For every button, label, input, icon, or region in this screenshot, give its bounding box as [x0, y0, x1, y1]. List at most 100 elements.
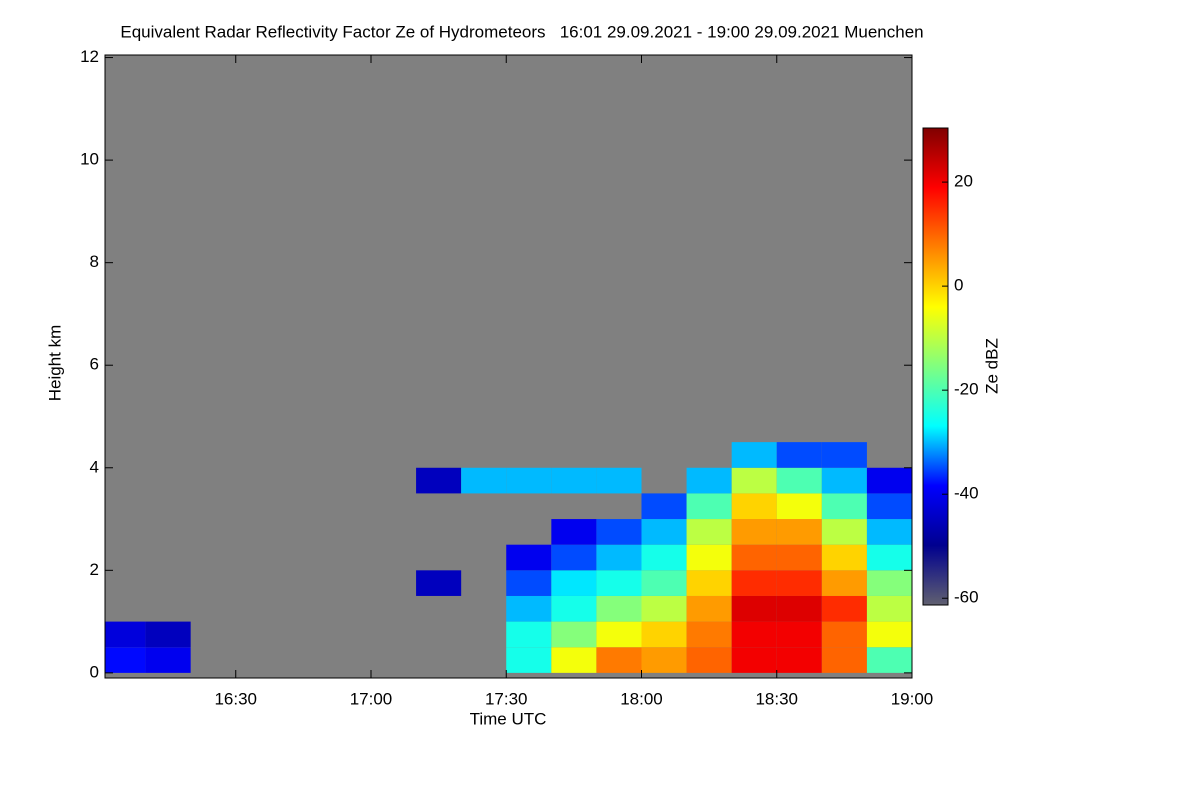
colorbar-tick-label: -40 — [954, 484, 979, 503]
heatmap-cell — [551, 570, 597, 596]
heatmap-cell — [776, 595, 822, 622]
x-tick-label: 18:00 — [620, 689, 663, 708]
heatmap-cell — [145, 621, 191, 648]
heatmap-cell — [416, 467, 462, 494]
heatmap-cell — [551, 467, 597, 494]
heatmap-cell — [821, 519, 867, 545]
heatmap-cell — [596, 595, 642, 622]
heatmap-cell — [686, 467, 732, 494]
heatmap-cell — [776, 544, 822, 571]
heatmap-cell — [731, 621, 777, 648]
heatmap-cell — [731, 647, 777, 673]
y-axis-label: Height km — [45, 325, 64, 402]
heatmap-cell — [866, 544, 912, 571]
heatmap-cell — [776, 570, 822, 596]
x-tick-label: 17:00 — [350, 689, 393, 708]
y-tick-label: 8 — [90, 252, 99, 271]
heatmap-cell — [641, 493, 687, 520]
heatmap-cell — [731, 544, 777, 571]
heatmap-cell — [506, 621, 552, 648]
heatmap-cell — [551, 647, 597, 673]
heatmap-cell — [776, 621, 822, 648]
heatmap-cell — [821, 493, 867, 520]
y-tick-label: 10 — [80, 150, 99, 169]
heatmap-cell — [776, 647, 822, 673]
y-tick-label: 0 — [90, 662, 99, 681]
heatmap-cell — [686, 519, 732, 545]
heatmap-cell — [776, 493, 822, 520]
heatmap-cell — [686, 570, 732, 596]
heatmap-cell — [461, 467, 507, 494]
heatmap-cell — [821, 467, 867, 494]
x-tick-label: 16:30 — [214, 689, 257, 708]
heatmap-cell — [596, 544, 642, 571]
x-tick-label: 18:30 — [755, 689, 798, 708]
heatmap-cell — [596, 467, 642, 494]
y-tick-label: 2 — [90, 560, 99, 579]
colorbar — [922, 127, 949, 606]
heatmap-cell — [551, 519, 597, 545]
heatmap-cell — [506, 647, 552, 673]
heatmap-cell — [686, 544, 732, 571]
heatmap-cell — [731, 493, 777, 520]
heatmap-cell — [866, 621, 912, 648]
heatmap-cell — [551, 595, 597, 622]
x-axis-label: Time UTC — [470, 709, 547, 728]
chart-title: Equivalent Radar Reflectivity Factor Ze … — [120, 22, 923, 41]
heatmap-cell — [596, 647, 642, 673]
heatmap-cell — [641, 544, 687, 571]
heatmap-cell — [866, 647, 912, 673]
heatmap-cell — [731, 442, 777, 468]
heatmap-cell — [731, 467, 777, 494]
heatmap-cell — [686, 621, 732, 648]
heatmap-cell — [866, 519, 912, 545]
heatmap-cell — [731, 570, 777, 596]
heatmap-cell — [821, 647, 867, 673]
heatmap-cell — [105, 621, 146, 648]
heatmap-cell — [506, 467, 552, 494]
heatmap-cell — [821, 544, 867, 571]
colorbar-label: Ze dBZ — [982, 338, 1001, 394]
plot-frame — [104, 54, 913, 679]
heatmap-cell — [776, 467, 822, 494]
x-tick-label: 17:30 — [485, 689, 528, 708]
heatmap-cell — [105, 647, 146, 673]
y-tick-label: 12 — [80, 47, 99, 66]
heatmap-cell — [596, 621, 642, 648]
heatmap-cell — [506, 570, 552, 596]
heatmap-cell — [866, 493, 912, 520]
heatmap-cell — [641, 519, 687, 545]
heatmap-cell — [641, 621, 687, 648]
heatmap-cell — [776, 519, 822, 545]
heatmap-cell — [686, 493, 732, 520]
heatmap-cell — [551, 621, 597, 648]
heatmap-cell — [641, 647, 687, 673]
heatmap-cell — [506, 595, 552, 622]
heatmap-cell — [866, 595, 912, 622]
heatmap-cell — [145, 647, 191, 673]
heatmap — [105, 442, 912, 673]
heatmap-cell — [416, 570, 462, 596]
heatmap-cell — [596, 570, 642, 596]
heatmap-cell — [641, 595, 687, 622]
heatmap-cell — [731, 519, 777, 545]
colorbar-tick-label: -20 — [954, 380, 979, 399]
x-tick-label: 19:00 — [891, 689, 934, 708]
heatmap-cell — [821, 570, 867, 596]
heatmap-cell — [821, 442, 867, 468]
heatmap-cell — [866, 570, 912, 596]
heatmap-cell — [821, 621, 867, 648]
heatmap-cell — [776, 442, 822, 468]
heatmap-cell — [551, 544, 597, 571]
colorbar-tick-label: 20 — [954, 172, 973, 191]
heatmap-cell — [866, 467, 912, 494]
heatmap-cell — [686, 647, 732, 673]
heatmap-cell — [596, 519, 642, 545]
colorbar-tick-label: -60 — [954, 588, 979, 607]
heatmap-cell — [731, 595, 777, 622]
heatmap-cell — [821, 595, 867, 622]
y-tick-label: 6 — [90, 355, 99, 374]
heatmap-cell — [686, 595, 732, 622]
heatmap-cell — [506, 544, 552, 571]
